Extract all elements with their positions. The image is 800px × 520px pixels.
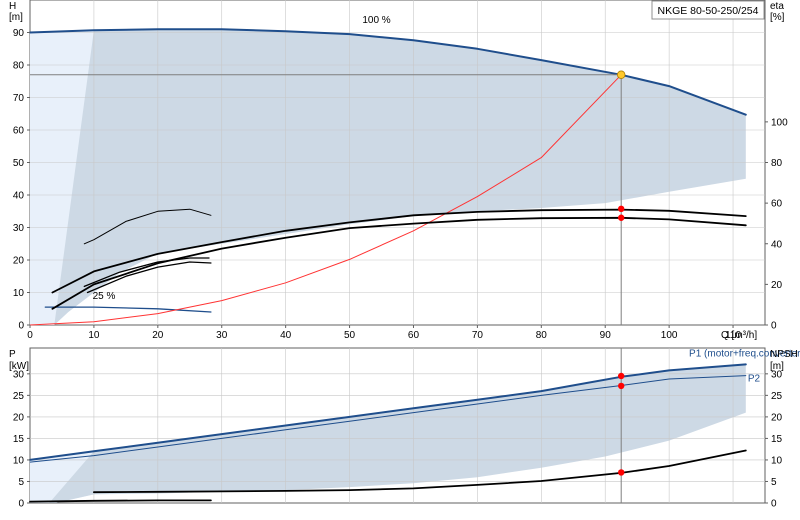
x-tick-label: 50 (344, 330, 356, 341)
x-tick-label: 20 (152, 330, 164, 341)
operating-marker (617, 382, 625, 390)
x-tick-label: 90 (600, 330, 612, 341)
series-eta-low2 (86, 261, 212, 294)
y-tick-label: 20 (13, 256, 25, 267)
operating-marker (617, 205, 625, 213)
y2-tick-label: 30 (771, 369, 783, 380)
x-tick-label: 80 (536, 330, 548, 341)
y-tick-label: 30 (13, 369, 25, 380)
x-tick-label: 100 (661, 330, 678, 341)
y-tick-label: 70 (13, 93, 25, 104)
x-axis-title: Q [m³/h] (721, 330, 757, 341)
y2-tick-label: 10 (771, 455, 783, 466)
series-eta-low (83, 208, 212, 245)
x-tick-label: 60 (408, 330, 420, 341)
series-system (29, 74, 622, 326)
y-tick-label: 30 (13, 223, 25, 234)
operating-envelope (54, 29, 746, 326)
y2-tick-label: 80 (771, 158, 783, 169)
y2-tick-label: 20 (771, 280, 783, 291)
y-axis-title: P (9, 349, 16, 360)
y-tick-label: 0 (18, 321, 24, 332)
y2-axis-unit: [m] (770, 361, 784, 372)
x-tick-label: 30 (216, 330, 228, 341)
series-npsh (93, 449, 747, 494)
series-p1 (29, 363, 747, 461)
y2-tick-label: 5 (771, 477, 777, 488)
legend-p2: P2 (748, 374, 761, 385)
curve-annotation: 100 % (362, 15, 390, 26)
duty-point-marker (616, 70, 626, 79)
y2-tick-label: 0 (771, 321, 777, 332)
y2-tick-label: 20 (771, 412, 783, 423)
series-eta-low3 (83, 257, 210, 288)
operating-marker (617, 214, 625, 221)
y2-tick-label: 40 (771, 239, 783, 250)
y-axis-unit: [m] (9, 12, 23, 23)
x-tick-label: 10 (88, 330, 100, 341)
y2-axis-title: NPSH (770, 349, 798, 360)
y2-axis-unit: [%] (770, 12, 785, 23)
pump-label-box: NKGE 80-50-250/254 (651, 0, 765, 20)
operating-envelope (49, 364, 746, 503)
operating-marker (617, 372, 625, 380)
y-tick-label: 60 (13, 126, 25, 137)
y-tick-label: 20 (13, 412, 25, 423)
y-tick-label: 90 (13, 28, 25, 39)
y2-tick-label: 100 (771, 117, 788, 128)
series-p2 (29, 375, 747, 463)
y2-tick-label: 25 (771, 391, 783, 402)
x-tick-label: 70 (472, 330, 484, 341)
curve-annotation: 25 % (93, 291, 116, 302)
y-tick-label: 40 (13, 191, 25, 202)
legend-p1: P1 (motor+freq.converter) (689, 348, 800, 359)
x-tick-label: 110 (725, 330, 741, 341)
pump-label: NKGE 80-50-250/254 (658, 5, 759, 17)
series-head-max (29, 28, 747, 116)
x-tick-label: 40 (280, 330, 292, 341)
y-axis-unit: [kW] (9, 361, 29, 372)
series-eta-max (51, 208, 747, 294)
y-tick-label: 10 (13, 455, 25, 466)
power-curve-panel: P1 (motor+freq.converter)P20510152025300… (9, 347, 800, 510)
y-tick-label: 0 (18, 499, 24, 510)
y2-tick-label: 0 (771, 499, 777, 510)
y-tick-label: 25 (13, 391, 25, 402)
series-head-min (44, 306, 212, 313)
series-p-min (29, 499, 212, 503)
y-tick-label: 15 (13, 434, 25, 445)
y-tick-label: 10 (13, 288, 25, 299)
y-axis-title: H (9, 1, 16, 12)
x-tick-label: 0 (27, 330, 33, 341)
y-tick-label: 5 (18, 477, 24, 488)
y-tick-label: 50 (13, 158, 25, 169)
series-eta-mid (51, 216, 747, 310)
operating-marker (617, 469, 625, 476)
head-curve-panel: 100 %25 %0102030405060708090020406080100… (9, 0, 788, 341)
y2-axis-title: eta (770, 1, 784, 12)
y2-tick-label: 15 (771, 434, 783, 445)
y2-tick-label: 60 (771, 199, 783, 210)
y-tick-label: 80 (13, 61, 25, 72)
